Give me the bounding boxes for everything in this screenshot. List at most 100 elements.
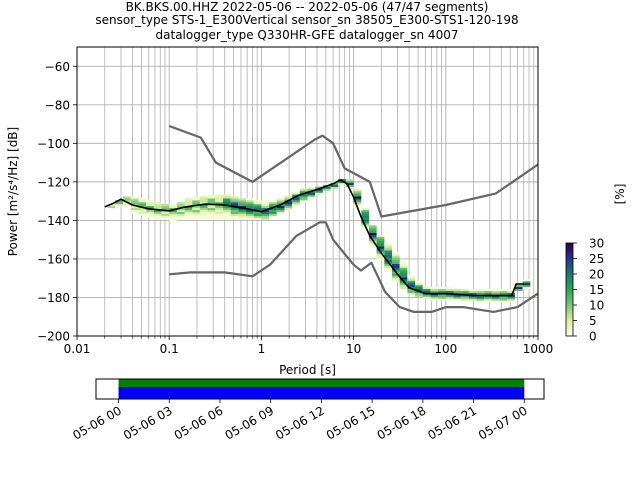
psd-density-cell xyxy=(184,198,193,201)
psd-density-cell xyxy=(215,213,223,216)
psd-density-cell xyxy=(222,196,231,199)
psd-density-cell xyxy=(368,227,377,230)
psd-density-cell xyxy=(407,292,416,295)
psd-density-cell xyxy=(269,202,277,205)
psd-density-cell xyxy=(361,217,369,220)
psd-density-cell xyxy=(192,207,200,211)
psd-density-cell xyxy=(422,288,431,291)
psd-density-cell xyxy=(361,213,369,216)
psd-density-cell xyxy=(438,294,446,297)
psd-density-cell xyxy=(246,215,254,218)
psd-density-cell xyxy=(199,207,208,211)
psd-density-cell xyxy=(476,298,485,301)
psd-density-cell xyxy=(376,257,385,261)
psd-density-cell xyxy=(284,205,293,209)
psd-density-cell xyxy=(222,211,231,214)
psd-density-cell xyxy=(153,202,162,205)
chart-title-line-2: sensor_type STS-1_E300Vertical sensor_sn… xyxy=(95,13,519,27)
x-tick-label: 0.01 xyxy=(64,342,91,356)
psd-density-cell xyxy=(161,211,170,214)
psd-density-cell xyxy=(499,298,508,301)
timeline-used-bar xyxy=(118,387,525,399)
psd-density-cell xyxy=(199,198,208,201)
psd-density-cell xyxy=(184,209,193,212)
psd-density-cell xyxy=(453,298,462,301)
psd-density-cell xyxy=(422,294,431,297)
psd-density-cell xyxy=(169,217,177,220)
psd-density-cell xyxy=(461,298,469,301)
psd-density-cell xyxy=(207,198,216,201)
psd-density-cell xyxy=(215,202,223,205)
psd-density-cell xyxy=(484,296,492,299)
psd-density-cell xyxy=(392,256,400,259)
psd-density-cell xyxy=(384,263,393,266)
psd-density-cell xyxy=(284,196,293,199)
psd-density-cell xyxy=(299,190,308,193)
psd-density-cell xyxy=(215,194,223,197)
psd-density-cell xyxy=(307,194,316,197)
psd-density-cell xyxy=(476,288,485,291)
x-tick-label: 1 xyxy=(258,342,266,356)
psd-density-cell xyxy=(468,298,477,301)
psd-density-cell xyxy=(261,202,270,205)
psd-density-cell xyxy=(269,207,277,211)
psd-density-cell xyxy=(107,204,116,207)
psd-density-cell xyxy=(315,188,323,191)
psd-density-cell xyxy=(207,215,216,218)
psd-density-cell xyxy=(322,182,331,185)
psd-density-cell xyxy=(230,209,239,212)
psd-density-cell xyxy=(207,209,216,212)
psd-density-cell xyxy=(476,292,485,295)
psd-density-cell xyxy=(445,298,454,301)
psd-density-cell xyxy=(276,200,285,203)
psd-density-cell xyxy=(146,202,154,205)
psd-density-cell xyxy=(368,244,377,247)
psd-density-cell xyxy=(461,292,469,295)
psd-density-cell xyxy=(468,296,477,299)
psd-density-cell xyxy=(499,300,508,303)
psd-density-cell xyxy=(445,294,454,297)
psd-density-cell xyxy=(284,202,293,205)
psd-density-cell xyxy=(392,279,400,282)
colorbar-scale xyxy=(565,242,574,337)
colorbar-tick-label: 15 xyxy=(589,283,604,297)
psd-density-cell xyxy=(353,192,362,195)
psd-density-cell xyxy=(184,213,193,216)
psd-density-cell xyxy=(238,205,247,209)
psd-density-cell xyxy=(269,209,277,212)
psd-density-cell xyxy=(468,290,477,293)
psd-density-cell xyxy=(238,209,247,212)
psd-density-cell xyxy=(361,221,369,224)
psd-density-cell xyxy=(491,292,500,295)
psd-density-cell xyxy=(176,217,185,220)
psd-density-cell xyxy=(299,196,308,199)
psd-density-cell xyxy=(468,292,477,295)
psd-density-cell xyxy=(330,180,339,184)
psd-density-cell xyxy=(384,252,393,255)
psd-density-cell xyxy=(207,196,216,199)
psd-density-cell xyxy=(353,196,362,199)
psd-density-cell xyxy=(199,217,208,220)
psd-density-cell xyxy=(491,288,500,291)
psd-density-cell xyxy=(399,284,408,288)
psd-density-cell xyxy=(230,200,239,203)
x-tick-label: 100 xyxy=(434,342,457,356)
psd-density-cell xyxy=(199,211,208,214)
psd-density-cell xyxy=(176,211,185,214)
psd-density-cell xyxy=(192,205,200,209)
psd-density-cell xyxy=(261,205,270,209)
psd-density-cell xyxy=(169,215,177,218)
psd-density-cell xyxy=(507,298,515,301)
psd-density-cell xyxy=(153,211,162,214)
psd-density-cell xyxy=(261,207,270,211)
psd-density-cell xyxy=(315,186,323,189)
psd-density-cell xyxy=(407,290,416,293)
psd-density-cell xyxy=(207,204,216,207)
psd-density-cell xyxy=(230,198,239,201)
psd-mode-line xyxy=(104,179,524,297)
psd-density-cell xyxy=(192,209,200,212)
psd-density-cell xyxy=(138,213,147,216)
psd-density-cell xyxy=(192,202,200,205)
psd-density-cell xyxy=(161,217,170,220)
